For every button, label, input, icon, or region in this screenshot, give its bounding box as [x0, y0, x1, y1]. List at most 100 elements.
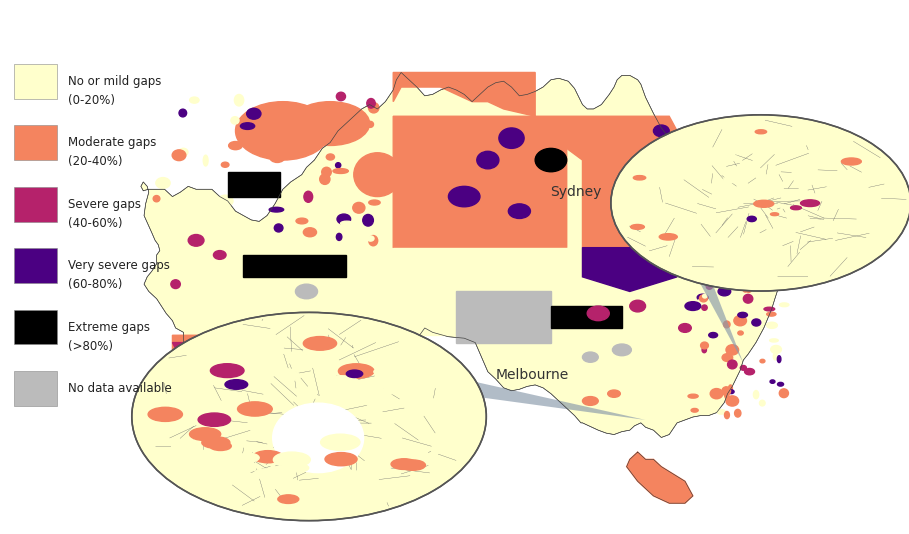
Ellipse shape	[322, 167, 331, 177]
Bar	[456, 292, 551, 343]
Ellipse shape	[744, 368, 754, 375]
Ellipse shape	[587, 306, 609, 320]
Ellipse shape	[295, 284, 317, 299]
Ellipse shape	[448, 186, 480, 207]
Ellipse shape	[714, 341, 719, 350]
Ellipse shape	[724, 391, 729, 398]
Ellipse shape	[729, 130, 737, 137]
Polygon shape	[626, 452, 693, 503]
Ellipse shape	[750, 273, 759, 280]
Ellipse shape	[777, 224, 785, 232]
Ellipse shape	[747, 216, 756, 222]
Ellipse shape	[715, 382, 724, 387]
Ellipse shape	[692, 195, 697, 199]
Ellipse shape	[728, 390, 734, 394]
Ellipse shape	[320, 174, 330, 184]
Ellipse shape	[698, 300, 704, 303]
Ellipse shape	[774, 263, 784, 266]
Ellipse shape	[709, 333, 717, 337]
Ellipse shape	[694, 223, 698, 227]
Ellipse shape	[743, 286, 748, 292]
Ellipse shape	[771, 213, 779, 216]
Ellipse shape	[333, 169, 348, 174]
Ellipse shape	[780, 303, 789, 307]
Ellipse shape	[202, 437, 230, 449]
Ellipse shape	[535, 148, 566, 172]
Ellipse shape	[214, 250, 226, 260]
Ellipse shape	[718, 199, 721, 207]
Ellipse shape	[235, 95, 244, 106]
Ellipse shape	[718, 287, 731, 296]
Circle shape	[611, 115, 909, 291]
Ellipse shape	[734, 141, 741, 146]
Ellipse shape	[734, 410, 741, 417]
Text: Sydney: Sydney	[550, 185, 602, 199]
Ellipse shape	[679, 324, 691, 332]
Ellipse shape	[692, 177, 696, 185]
Ellipse shape	[702, 347, 706, 353]
Text: No or mild gaps: No or mild gaps	[68, 75, 162, 88]
Ellipse shape	[777, 356, 781, 363]
Ellipse shape	[269, 207, 284, 212]
Ellipse shape	[688, 394, 698, 398]
Ellipse shape	[759, 192, 768, 197]
Ellipse shape	[726, 396, 739, 406]
Ellipse shape	[235, 101, 330, 160]
Ellipse shape	[734, 316, 746, 326]
Ellipse shape	[722, 387, 731, 396]
Ellipse shape	[750, 279, 763, 289]
Ellipse shape	[691, 197, 710, 211]
Ellipse shape	[754, 200, 774, 207]
Ellipse shape	[198, 413, 231, 426]
Ellipse shape	[669, 213, 682, 217]
Ellipse shape	[722, 354, 733, 362]
Ellipse shape	[759, 400, 765, 406]
Ellipse shape	[738, 331, 744, 335]
Ellipse shape	[354, 153, 401, 197]
Ellipse shape	[323, 376, 359, 391]
Ellipse shape	[774, 165, 782, 172]
Ellipse shape	[825, 181, 844, 187]
Text: (60-80%): (60-80%)	[68, 278, 123, 291]
Ellipse shape	[721, 237, 726, 244]
FancyBboxPatch shape	[14, 371, 57, 406]
Ellipse shape	[727, 360, 737, 369]
Ellipse shape	[280, 372, 301, 381]
Ellipse shape	[753, 256, 761, 262]
Ellipse shape	[770, 339, 778, 342]
Ellipse shape	[664, 207, 678, 212]
Ellipse shape	[750, 199, 763, 209]
Ellipse shape	[269, 151, 285, 162]
Ellipse shape	[171, 280, 180, 288]
Ellipse shape	[326, 154, 335, 160]
Polygon shape	[583, 248, 677, 292]
Ellipse shape	[696, 164, 704, 168]
Ellipse shape	[779, 389, 788, 398]
Ellipse shape	[706, 283, 713, 289]
Ellipse shape	[716, 237, 729, 241]
Ellipse shape	[353, 202, 365, 213]
Ellipse shape	[766, 322, 777, 328]
Bar	[227, 172, 280, 197]
Ellipse shape	[754, 300, 761, 304]
Text: Moderate gaps: Moderate gaps	[68, 136, 156, 150]
Ellipse shape	[754, 231, 762, 238]
Ellipse shape	[304, 343, 341, 359]
Polygon shape	[398, 364, 645, 420]
Ellipse shape	[702, 305, 707, 310]
Ellipse shape	[710, 389, 723, 399]
Ellipse shape	[774, 353, 777, 360]
Ellipse shape	[775, 166, 785, 170]
Ellipse shape	[728, 259, 737, 262]
Polygon shape	[671, 176, 744, 363]
Ellipse shape	[634, 176, 645, 180]
Ellipse shape	[695, 170, 704, 178]
Ellipse shape	[739, 168, 746, 176]
Ellipse shape	[771, 345, 782, 354]
Ellipse shape	[179, 148, 188, 156]
Ellipse shape	[254, 469, 278, 479]
Ellipse shape	[726, 141, 735, 146]
Ellipse shape	[742, 178, 747, 186]
Ellipse shape	[724, 176, 743, 183]
Ellipse shape	[770, 380, 775, 383]
